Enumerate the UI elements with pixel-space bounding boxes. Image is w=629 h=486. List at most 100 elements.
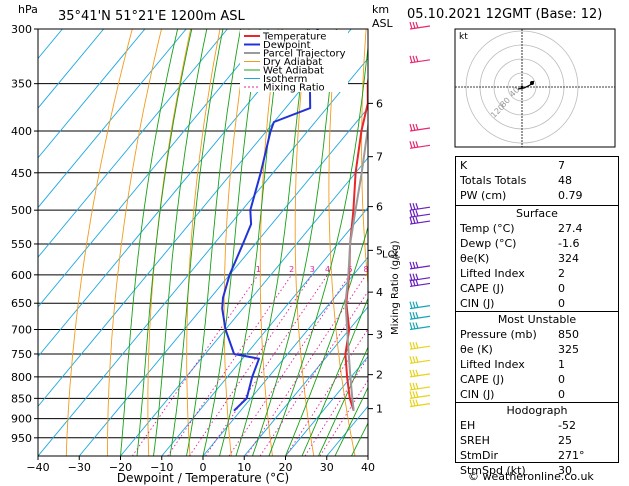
isotherm-line	[243, 306, 368, 456]
hodo-value: -52	[558, 419, 576, 432]
wind-barb-flag	[415, 141, 419, 148]
unstable-label: CAPE (J)	[460, 373, 505, 386]
wind-barb-flag	[415, 123, 419, 131]
wind-barb-flag	[415, 261, 419, 269]
index-label: K	[460, 159, 468, 172]
wet-adiabat-line	[318, 346, 368, 456]
pressure-tick-label: 900	[11, 413, 32, 426]
wind-barb-flag	[415, 312, 419, 319]
wind-barbs	[409, 21, 431, 408]
surface-value: 324	[558, 252, 579, 265]
x-axis-title: Dewpoint / Temperature (°C)	[117, 471, 289, 485]
pressure-tick-label: 550	[11, 238, 32, 251]
wind-barb-shaft	[409, 325, 431, 331]
wet-adiabat-line	[136, 29, 193, 456]
km-unit-label: km	[372, 3, 389, 16]
parcel-trajectory-line	[344, 119, 368, 411]
pressure-tick-label: 450	[11, 167, 32, 180]
wet-adiabat-line	[235, 29, 308, 456]
hodo-label: SREH	[460, 434, 490, 447]
temperature-tick-label: 0	[200, 461, 207, 474]
wind-barb-shaft	[409, 403, 431, 408]
unstable-value: 1	[558, 358, 565, 371]
wind-barb-flag	[409, 342, 413, 350]
indices-panel: K 7 Totals Totals 48 PW (cm) 0.79 Surface Tem…	[455, 156, 619, 477]
surface-value: -1.6	[558, 237, 580, 250]
hodograph-unit: kt	[459, 32, 468, 42]
pressure-unit-label: hPa	[18, 3, 38, 16]
mixing-ratio-tick-label: 25	[430, 265, 440, 274]
index-row: PW (cm) 0.79	[456, 188, 618, 203]
index-value: 0.79	[558, 189, 583, 202]
hodo-value: 271°	[558, 449, 585, 462]
unstable-label: Pressure (mb)	[460, 328, 537, 341]
temperature-line	[344, 74, 368, 412]
legend-label: Dewpoint	[263, 40, 311, 51]
wind-barb-flag	[412, 382, 416, 390]
surface-label: θe(K)	[460, 252, 490, 265]
copyright-footer: © weatheronline.co.uk	[468, 470, 594, 483]
wind-barb-flag	[415, 382, 419, 390]
surface-value: 2	[558, 267, 565, 280]
pressure-tick-label: 750	[11, 348, 32, 361]
legend-label: Parcel Trajectory	[263, 49, 346, 60]
isotherm-line	[38, 29, 146, 159]
unstable-section: Most Unstable Pressure (mb) 850 θe (K) 325 L…	[456, 311, 618, 402]
temperature-tick-label: 20	[279, 461, 293, 474]
pressure-tick-label: 300	[11, 23, 32, 36]
wind-barb-flag	[412, 216, 416, 224]
km-tick-label: 1	[376, 403, 383, 416]
mixing-ratio-tick-label: 4	[325, 265, 330, 274]
mixing-ratio-tick-label: 2	[289, 265, 294, 274]
dry-adiabat-line	[361, 29, 368, 288]
wind-barb-flag	[409, 279, 413, 287]
unstable-label: CIN (J)	[460, 388, 495, 401]
wind-barb-flag	[409, 356, 413, 364]
unstable-row: θe (K) 325	[456, 342, 618, 357]
hodograph-title: Hodograph	[506, 404, 568, 417]
hodograph-rows: EH -52 SREH 25 StmDir 271° StmSpd (kt) 30	[456, 418, 618, 478]
dry-adiabat-line	[328, 29, 356, 456]
wind-barb-flag	[415, 279, 419, 286]
hodo-label: StmDir	[460, 449, 499, 462]
hodo-row: EH -52	[456, 418, 618, 433]
wind-barb-flag	[415, 301, 419, 309]
wind-barb-flag	[409, 369, 413, 378]
pressure-tick-label: 700	[11, 324, 32, 337]
wind-barb-flag	[409, 312, 413, 320]
pressure-tick-label: 950	[11, 432, 32, 445]
wind-barb-flag	[412, 312, 416, 319]
mixing-ratio-line	[131, 274, 259, 456]
index-value: 48	[558, 174, 572, 187]
wind-barb-flag	[409, 21, 413, 30]
wind-barb-flag	[415, 210, 419, 217]
surface-rows: Temp (°C) 27.4 Dewp (°C) -1.6 θe(K) 324 Lifted…	[456, 221, 618, 311]
wind-barb-flag	[415, 356, 419, 363]
wind-barb-flag	[412, 55, 416, 63]
index-row: Totals Totals 48	[456, 173, 618, 188]
km-tick-label: 5	[376, 244, 383, 257]
surface-row: θe(K) 324	[456, 251, 618, 266]
isotherm-line	[78, 107, 368, 456]
wet-adiabat-line	[169, 29, 224, 456]
mixing-ratio-axis-title: Mixing Ratio (g/kg)	[390, 240, 401, 335]
surface-row: Dewp (°C) -1.6	[456, 236, 618, 251]
wind-barb-flag	[412, 202, 416, 210]
wind-barb-flag	[415, 55, 419, 63]
index-label: PW (cm)	[460, 189, 507, 202]
axes: 3003504004505005506006507007508008509009…	[11, 23, 401, 474]
surface-label: Lifted Index	[460, 267, 525, 280]
surface-row: Temp (°C) 27.4	[456, 221, 618, 236]
mixing-ratio-line	[319, 379, 368, 456]
pressure-tick-label: 800	[11, 371, 32, 384]
wind-barb-shaft	[409, 373, 431, 378]
surface-value: 0	[558, 297, 565, 310]
indices-top: K 7 Totals Totals 48 PW (cm) 0.79	[456, 157, 618, 205]
isotherm-line	[38, 29, 311, 358]
hodo-section: Hodograph EH -52 SREH 25 StmDir 271° StmSpd (k…	[456, 402, 618, 478]
unstable-label: θe (K)	[460, 343, 493, 356]
wind-barb-flag	[409, 210, 413, 218]
wind-barb-shaft	[409, 394, 431, 399]
